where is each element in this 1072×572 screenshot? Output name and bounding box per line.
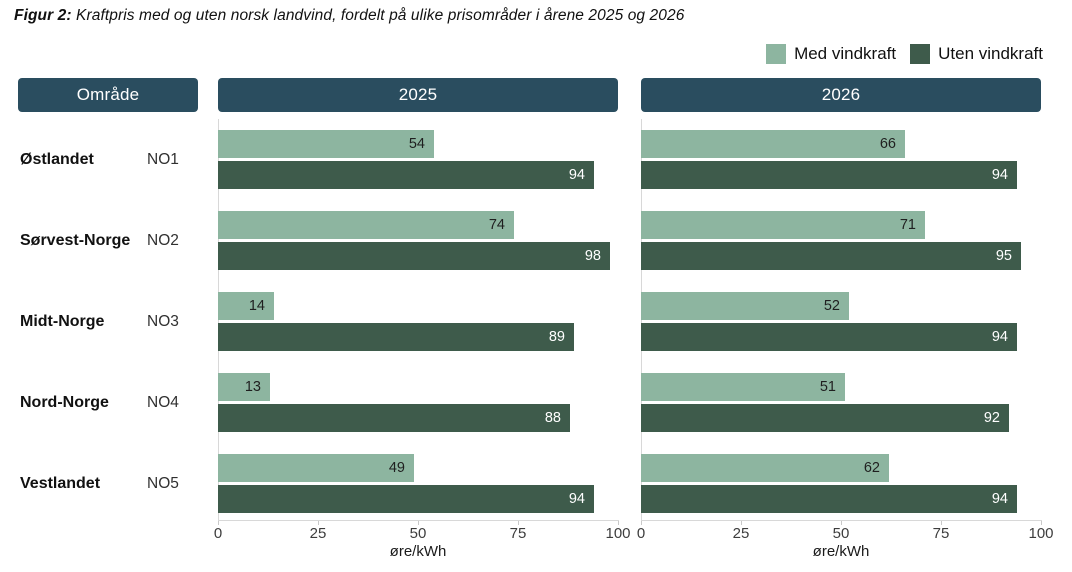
x-tick-2025-50 bbox=[418, 521, 419, 525]
bar-value-label: 94 bbox=[991, 491, 1008, 507]
bar-value-label: 14 bbox=[248, 298, 265, 314]
x-tick-label-2026-75: 75 bbox=[932, 525, 950, 542]
x-tick-label-2025-75: 75 bbox=[509, 525, 527, 542]
legend-label-uten: Uten vindkraft bbox=[938, 44, 1043, 63]
bar-med-vindkraft-2025-NO2: 74 bbox=[218, 211, 514, 239]
x-tick-label-2026-0: 0 bbox=[636, 525, 646, 542]
legend-item-uten-vindkraft: Uten vindkraft bbox=[910, 44, 1043, 64]
x-tick-2026-50 bbox=[841, 521, 842, 525]
x-tick-2025-25 bbox=[318, 521, 319, 525]
bar-value-label: 98 bbox=[584, 248, 601, 264]
column-header-2026: 2026 bbox=[641, 78, 1041, 112]
bar-value-label: 51 bbox=[819, 379, 836, 395]
bar-value-label: 49 bbox=[388, 460, 405, 476]
x-axis-2025 bbox=[218, 520, 619, 521]
row-label-area: Vestlandet bbox=[20, 474, 101, 492]
row-label-NO3: Midt-Norge NO3 bbox=[20, 292, 215, 351]
bar-value-label: 13 bbox=[244, 379, 261, 395]
bar-value-label: 88 bbox=[544, 410, 561, 426]
bar-uten-vindkraft-2026-NO2: 95 bbox=[641, 242, 1021, 270]
bar-uten-vindkraft-2025-NO4: 88 bbox=[218, 404, 570, 432]
row-label-area: Nord-Norge bbox=[20, 393, 109, 411]
row-label-code: NO4 bbox=[147, 393, 179, 411]
row-label-code: NO5 bbox=[147, 474, 179, 492]
x-tick-label-2025-0: 0 bbox=[213, 525, 223, 542]
bar-value-label: 94 bbox=[568, 491, 585, 507]
row-label-code: NO1 bbox=[147, 150, 179, 168]
bar-value-label: 54 bbox=[408, 136, 425, 152]
column-header-omrade: Område bbox=[18, 78, 198, 112]
bar-uten-vindkraft-2026-NO3: 94 bbox=[641, 323, 1017, 351]
legend-item-med-vindkraft: Med vindkraft bbox=[766, 44, 896, 64]
bar-uten-vindkraft-2026-NO5: 94 bbox=[641, 485, 1017, 513]
x-tick-2026-75 bbox=[941, 521, 942, 525]
row-label-area: Midt-Norge bbox=[20, 312, 105, 330]
column-header-2025: 2025 bbox=[218, 78, 618, 112]
row-label-NO4: Nord-Norge NO4 bbox=[20, 373, 215, 432]
bar-value-label: 94 bbox=[568, 167, 585, 183]
x-tick-2025-75 bbox=[518, 521, 519, 525]
bar-uten-vindkraft-2025-NO2: 98 bbox=[218, 242, 610, 270]
row-label-area: Sørvest-Norge bbox=[20, 231, 131, 249]
row-label-code: NO3 bbox=[147, 312, 179, 330]
bar-value-label: 94 bbox=[991, 329, 1008, 345]
x-tick-2025-0 bbox=[218, 521, 219, 525]
legend-label-med: Med vindkraft bbox=[794, 44, 897, 63]
bar-med-vindkraft-2026-NO1: 66 bbox=[641, 130, 905, 158]
x-tick-2026-25 bbox=[741, 521, 742, 525]
x-axis-2026 bbox=[641, 520, 1042, 521]
figure-title-text: Kraftpris med og uten norsk landvind, fo… bbox=[71, 7, 685, 24]
row-label-code: NO2 bbox=[147, 231, 179, 249]
row-label-NO2: Sørvest-Norge NO2 bbox=[20, 211, 215, 270]
x-tick-label-2026-50: 50 bbox=[832, 525, 850, 542]
bar-value-label: 71 bbox=[899, 217, 916, 233]
bar-value-label: 66 bbox=[879, 136, 896, 152]
x-tick-2025-100 bbox=[618, 521, 619, 525]
bar-uten-vindkraft-2026-NO4: 92 bbox=[641, 404, 1009, 432]
bar-uten-vindkraft-2026-NO1: 94 bbox=[641, 161, 1017, 189]
bar-value-label: 62 bbox=[863, 460, 880, 476]
x-tick-2026-0 bbox=[641, 521, 642, 525]
bar-value-label: 89 bbox=[548, 329, 565, 345]
bar-med-vindkraft-2025-NO4: 13 bbox=[218, 373, 270, 401]
x-axis-title-2026: øre/kWh bbox=[812, 543, 870, 560]
bar-value-label: 94 bbox=[991, 167, 1008, 183]
bar-med-vindkraft-2025-NO3: 14 bbox=[218, 292, 274, 320]
x-tick-label-2025-100: 100 bbox=[605, 525, 631, 542]
bar-uten-vindkraft-2025-NO5: 94 bbox=[218, 485, 594, 513]
figure-title-prefix: Figur 2: bbox=[14, 7, 72, 24]
bar-med-vindkraft-2025-NO1: 54 bbox=[218, 130, 434, 158]
row-label-NO5: Vestlandet NO5 bbox=[20, 454, 215, 513]
bar-med-vindkraft-2026-NO5: 62 bbox=[641, 454, 889, 482]
x-tick-2026-100 bbox=[1041, 521, 1042, 525]
bar-value-label: 92 bbox=[983, 410, 1000, 426]
bar-uten-vindkraft-2025-NO1: 94 bbox=[218, 161, 594, 189]
row-label-NO1: Østlandet NO1 bbox=[20, 130, 215, 189]
bar-value-label: 52 bbox=[823, 298, 840, 314]
x-tick-label-2025-50: 50 bbox=[409, 525, 427, 542]
bar-med-vindkraft-2025-NO5: 49 bbox=[218, 454, 414, 482]
x-axis-title-2025: øre/kWh bbox=[389, 543, 447, 560]
bar-uten-vindkraft-2025-NO3: 89 bbox=[218, 323, 574, 351]
chart-legend: Med vindkraft Uten vindkraft bbox=[766, 44, 1043, 64]
bar-med-vindkraft-2026-NO3: 52 bbox=[641, 292, 849, 320]
bar-med-vindkraft-2026-NO2: 71 bbox=[641, 211, 925, 239]
x-tick-label-2026-100: 100 bbox=[1028, 525, 1054, 542]
x-tick-label-2025-25: 25 bbox=[309, 525, 327, 542]
legend-swatch-med-icon bbox=[766, 44, 787, 64]
figure-title: Figur 2: Kraftpris med og uten norsk lan… bbox=[14, 7, 684, 25]
bar-value-label: 74 bbox=[488, 217, 505, 233]
bar-value-label: 95 bbox=[995, 248, 1012, 264]
bar-med-vindkraft-2026-NO4: 51 bbox=[641, 373, 845, 401]
row-label-area: Østlandet bbox=[20, 150, 94, 168]
legend-swatch-uten-icon bbox=[910, 44, 931, 64]
x-tick-label-2026-25: 25 bbox=[732, 525, 750, 542]
